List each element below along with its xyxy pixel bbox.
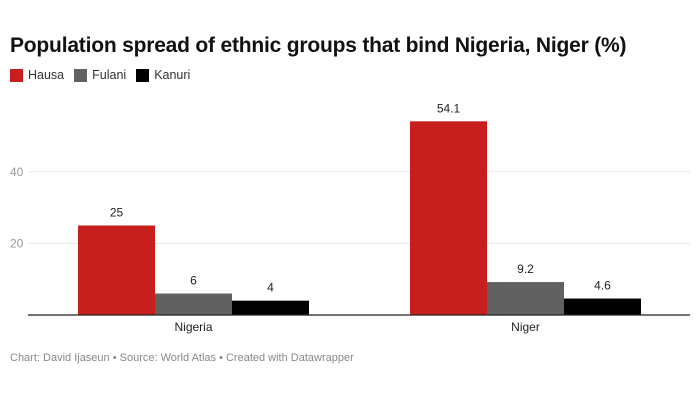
bar-fulani-niger [487,282,564,315]
legend-label: Hausa [28,68,65,82]
data-label: 4.6 [594,279,611,293]
legend-item-fulani: Fulani [74,68,126,82]
data-label: 25 [110,206,124,220]
x-tick-label: Niger [511,320,540,334]
bar-hausa-nigeria [78,225,155,315]
y-tick-label: 20 [10,236,24,250]
legend-label: Fulani [92,68,127,82]
chart-footer: Chart: David Ijaseun • Source: World Atl… [10,352,354,364]
x-tick-label: Nigeria [174,320,212,334]
legend-item-kanuri: Kanuri [136,68,190,82]
legend-item-hausa: Hausa [10,68,64,82]
data-label: 6 [190,274,197,288]
y-tick-label: 40 [10,165,24,179]
legend-swatch [74,68,88,82]
bar-kanuri-niger [564,298,641,315]
legend-swatch [136,68,150,82]
bar-kanuri-nigeria [232,300,309,315]
legend-label: Kanuri [154,68,191,82]
chart-title: Population spread of ethnic groups that … [10,34,627,57]
legend: Hausa Fulani Kanuri [10,68,190,82]
data-label: 9.2 [517,262,534,276]
bar-hausa-niger [410,121,487,316]
bar-fulani-nigeria [155,293,232,315]
data-label: 4 [267,281,274,295]
data-label: 54.1 [437,101,461,115]
legend-swatch [10,68,23,82]
